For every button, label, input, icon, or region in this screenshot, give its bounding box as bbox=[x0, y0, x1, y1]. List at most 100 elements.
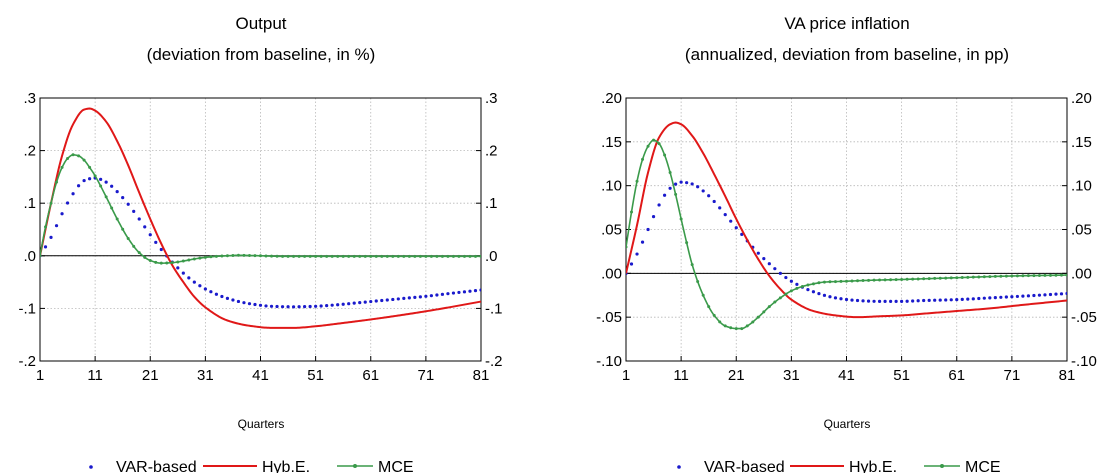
var-based-point bbox=[674, 182, 678, 186]
var-based-point bbox=[1021, 294, 1025, 298]
var-based-point bbox=[258, 303, 263, 307]
y-tick-label-right: .05 bbox=[1071, 222, 1092, 239]
hyb-e-line bbox=[40, 107, 481, 329]
mce-point bbox=[1043, 273, 1047, 277]
var-based-point bbox=[440, 292, 445, 296]
mce-point bbox=[773, 300, 777, 304]
var-based-point bbox=[347, 302, 351, 306]
mce-point bbox=[817, 281, 821, 285]
var-based-point bbox=[657, 203, 661, 207]
mce-point bbox=[663, 153, 667, 157]
inflation-panel: VA price inflation (annualized, deviatio… bbox=[596, 14, 1097, 473]
var-based-point bbox=[740, 232, 744, 236]
x-tick-label: 61 bbox=[948, 367, 965, 384]
mce-point bbox=[872, 278, 876, 282]
mce-point bbox=[740, 327, 744, 331]
var-based-point bbox=[767, 262, 771, 266]
var-based-point bbox=[789, 279, 793, 283]
mce-point bbox=[259, 254, 262, 258]
var-based-point bbox=[43, 245, 48, 249]
var-based-point bbox=[1010, 295, 1014, 299]
var-based-point bbox=[341, 302, 345, 306]
y-tick-label-left: .15 bbox=[601, 134, 622, 151]
mce-point bbox=[462, 254, 466, 258]
var-based-point bbox=[696, 185, 700, 189]
mce-point bbox=[236, 253, 240, 257]
y-tick-label-left: .05 bbox=[601, 222, 622, 239]
var-based-point bbox=[336, 303, 340, 307]
var-based-point bbox=[385, 298, 389, 302]
mce-point bbox=[264, 254, 268, 258]
y-tick-label-left: .3 bbox=[23, 90, 36, 107]
mce-point bbox=[861, 279, 865, 283]
mce-point bbox=[905, 277, 909, 281]
mce-point bbox=[132, 244, 136, 248]
legend-hyb-e-label: Hyb.E. bbox=[849, 459, 897, 473]
legend-mce-marker bbox=[940, 464, 944, 468]
mce-point bbox=[203, 255, 207, 259]
var-based-point bbox=[203, 287, 207, 291]
mce-point bbox=[883, 278, 887, 282]
mce-point bbox=[630, 210, 634, 214]
mce-point bbox=[977, 275, 981, 279]
y-tick-label-right: -.2 bbox=[485, 353, 503, 370]
var-based-point bbox=[468, 289, 472, 293]
mce-point bbox=[71, 153, 75, 157]
var-based-point bbox=[850, 298, 854, 302]
y-tick-label-left: -.2 bbox=[18, 353, 36, 370]
mce-point bbox=[44, 225, 48, 229]
mce-point bbox=[696, 279, 700, 283]
mce-point bbox=[66, 156, 70, 160]
mce-point bbox=[159, 261, 163, 265]
var-based-point bbox=[662, 193, 667, 197]
x-tick-label: 41 bbox=[252, 367, 269, 384]
chart-subtitle: (deviation from baseline, in %) bbox=[147, 45, 376, 64]
var-based-point bbox=[137, 217, 141, 221]
x-tick-label: 41 bbox=[838, 367, 855, 384]
var-based-point bbox=[955, 298, 959, 302]
mce-point bbox=[811, 282, 815, 286]
mce-point bbox=[894, 278, 898, 282]
mce-point bbox=[889, 278, 893, 282]
var-based-point bbox=[479, 288, 481, 292]
mce-point bbox=[457, 254, 461, 258]
mce-line bbox=[40, 154, 481, 264]
legend-mce-label: MCE bbox=[965, 459, 1001, 473]
mce-point bbox=[751, 320, 755, 324]
var-based-point bbox=[363, 300, 367, 304]
x-tick-label: 31 bbox=[783, 367, 800, 384]
var-based-point bbox=[126, 202, 130, 206]
var-based-point bbox=[1048, 292, 1053, 297]
mce-point bbox=[330, 254, 334, 258]
var-based-point bbox=[971, 297, 975, 301]
chart-title: VA price inflation bbox=[784, 14, 909, 33]
mce-point bbox=[828, 280, 832, 284]
var-based-point bbox=[154, 240, 158, 244]
mce-point bbox=[407, 254, 411, 258]
mce-point bbox=[626, 245, 628, 249]
mce-point bbox=[49, 201, 53, 205]
var-based-point bbox=[795, 282, 799, 286]
var-based-point bbox=[429, 294, 433, 298]
mce-point bbox=[982, 275, 986, 279]
mce-point bbox=[154, 260, 158, 264]
mce-point bbox=[286, 254, 290, 258]
var-based-point bbox=[457, 290, 461, 295]
legend-mce-marker bbox=[353, 464, 357, 468]
mce-point bbox=[988, 275, 992, 279]
y-tick-label-left: -.1 bbox=[18, 300, 36, 317]
var-based-point bbox=[778, 271, 782, 275]
var-based-point bbox=[916, 299, 920, 303]
var-based-point bbox=[651, 215, 656, 219]
var-based-point bbox=[402, 296, 406, 301]
var-based-point bbox=[143, 225, 147, 229]
mce-point bbox=[1048, 273, 1052, 277]
var-based-point bbox=[71, 192, 75, 196]
mce-point bbox=[374, 254, 378, 258]
mce-point bbox=[435, 254, 439, 258]
var-based-point bbox=[701, 189, 705, 193]
var-based-point bbox=[435, 293, 439, 297]
var-based-point bbox=[833, 296, 838, 300]
var-based-point bbox=[822, 293, 827, 297]
mce-point bbox=[225, 254, 229, 258]
